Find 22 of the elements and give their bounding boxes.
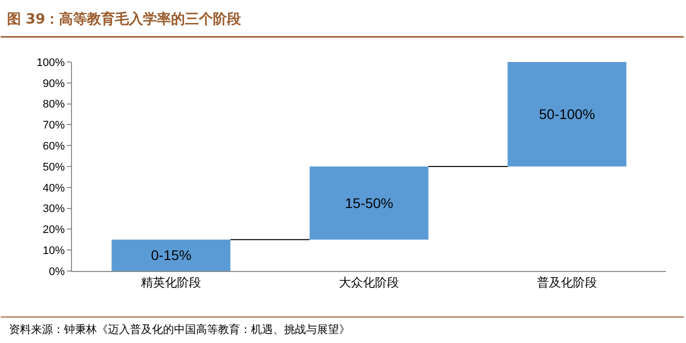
y-tick-label: 0% (48, 266, 66, 278)
x-tick-label: 精英化阶段 (141, 275, 201, 290)
y-tick-label: 100% (36, 56, 66, 69)
y-tick-label: 70% (42, 120, 66, 132)
annotation: 50-100% (539, 106, 596, 122)
y-tick-label: 20% (42, 224, 66, 236)
bar (112, 240, 230, 271)
y-tick-label: 40% (42, 182, 66, 194)
text: 资料来源：钟秉林《迈入普及化的中国高等教育：机遇、挑战与展望》 (9, 323, 350, 336)
y-tick-label: 60% (42, 140, 66, 152)
y-tick-label: 30% (42, 203, 66, 216)
annotation: 0-15% (151, 247, 192, 263)
y-tick-label: 10% (42, 244, 66, 257)
annotation: 15-50% (345, 195, 394, 211)
y-tick-label: 50% (42, 161, 66, 174)
y-tick-label: 80% (42, 98, 66, 111)
x-tick-label: 普及化阶段 (537, 275, 597, 290)
chart-title: 图 39：高等教育毛入学率的三个阶段 (6, 10, 242, 28)
y-tick-label: 90% (42, 78, 66, 90)
x-tick-label: 大众化阶段 (339, 275, 399, 290)
bar (310, 166, 428, 240)
bar (508, 62, 626, 166)
